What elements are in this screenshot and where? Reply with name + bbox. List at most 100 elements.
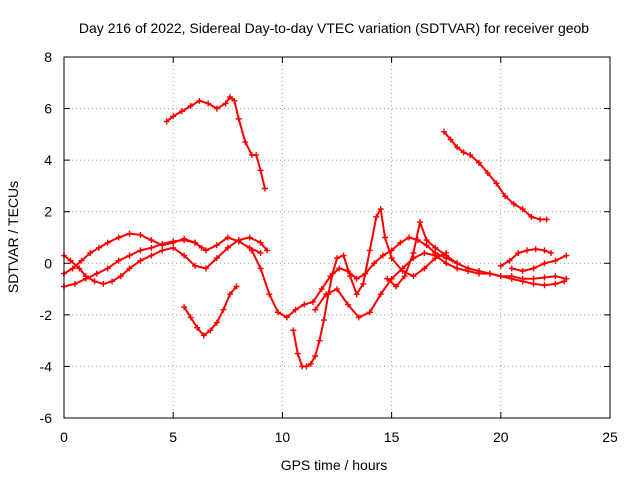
data-point — [126, 265, 133, 272]
series-arc-e — [181, 283, 240, 339]
y-tick-label: -4 — [40, 358, 53, 374]
data-point — [126, 230, 133, 237]
data-point — [100, 280, 107, 287]
data-point — [329, 270, 336, 277]
y-axis-label: SDTVAR / TECUs — [5, 181, 21, 293]
data-point — [224, 234, 231, 241]
x-tick-label: 20 — [493, 429, 509, 445]
data-point — [447, 136, 454, 143]
data-point — [257, 249, 264, 256]
data-point — [443, 260, 450, 267]
data-point — [441, 128, 448, 135]
data-point — [388, 255, 395, 262]
data-point — [377, 206, 384, 213]
data-point — [266, 291, 273, 298]
data-point — [213, 105, 220, 112]
data-point — [93, 270, 100, 277]
data-point — [524, 247, 531, 254]
data-point — [334, 255, 340, 262]
data-point — [69, 265, 76, 272]
data-point — [541, 247, 548, 254]
data-point — [261, 185, 268, 192]
data-point — [248, 247, 255, 254]
data-point — [170, 238, 177, 245]
data-point — [377, 291, 384, 298]
data-point — [373, 213, 380, 220]
data-point — [257, 239, 264, 246]
data-point — [163, 118, 170, 125]
data-point — [301, 301, 308, 308]
data-point — [454, 260, 461, 267]
data-point — [192, 239, 199, 246]
data-point — [87, 249, 94, 256]
data-point — [192, 262, 199, 269]
data-point — [202, 265, 209, 272]
data-point — [257, 265, 264, 272]
data-point — [552, 257, 559, 264]
data-point — [205, 100, 212, 107]
grid — [64, 57, 610, 418]
data-point — [318, 286, 325, 293]
data-point — [347, 273, 354, 280]
data-point — [355, 314, 362, 321]
data-point — [432, 244, 439, 251]
data-point — [530, 280, 537, 287]
data-point — [541, 274, 548, 281]
series-arc-k — [497, 246, 555, 269]
data-point — [421, 249, 428, 256]
data-point — [519, 268, 526, 275]
data-point — [126, 252, 133, 259]
series-arc-g — [290, 206, 450, 370]
data-point — [194, 324, 201, 331]
data-point — [312, 306, 319, 313]
data-point — [181, 252, 188, 259]
data-point — [401, 273, 408, 280]
data-point — [515, 249, 522, 256]
data-point — [528, 213, 535, 220]
x-tick-label: 5 — [169, 429, 177, 445]
data-point — [320, 317, 327, 324]
data-point — [475, 270, 482, 277]
data-point — [344, 301, 351, 308]
data-point — [508, 265, 515, 272]
data-point — [406, 234, 413, 241]
data-series — [61, 93, 570, 370]
series-trace — [63, 236, 269, 285]
y-tick-label: 2 — [44, 204, 52, 220]
series-arc-c — [61, 234, 271, 287]
data-point — [76, 265, 83, 272]
data-point — [196, 97, 203, 104]
plot-frame — [63, 56, 611, 419]
data-point — [213, 255, 220, 262]
data-point — [541, 282, 548, 289]
data-point — [423, 237, 430, 244]
y-tick-label: 8 — [44, 49, 52, 65]
data-point — [465, 268, 472, 275]
data-point — [548, 249, 555, 256]
data-point — [353, 275, 360, 282]
data-point — [257, 167, 264, 174]
data-point — [443, 252, 450, 259]
series-arc-l — [508, 252, 570, 275]
data-point — [181, 237, 188, 244]
data-point — [82, 273, 89, 280]
data-point — [432, 252, 439, 259]
data-point — [178, 108, 185, 115]
data-point — [541, 260, 548, 267]
data-point — [421, 265, 428, 272]
data-point — [148, 252, 155, 259]
data-point — [224, 244, 231, 251]
series-arc-d — [163, 93, 268, 192]
data-point — [519, 275, 526, 282]
data-point — [137, 247, 144, 254]
data-point — [159, 247, 166, 254]
data-point — [104, 239, 111, 246]
data-point — [78, 257, 85, 264]
data-point — [353, 291, 360, 298]
data-point — [187, 314, 194, 321]
series-arc-a — [61, 230, 264, 277]
data-point — [392, 283, 399, 290]
data-point — [486, 270, 493, 277]
data-point — [200, 332, 207, 339]
